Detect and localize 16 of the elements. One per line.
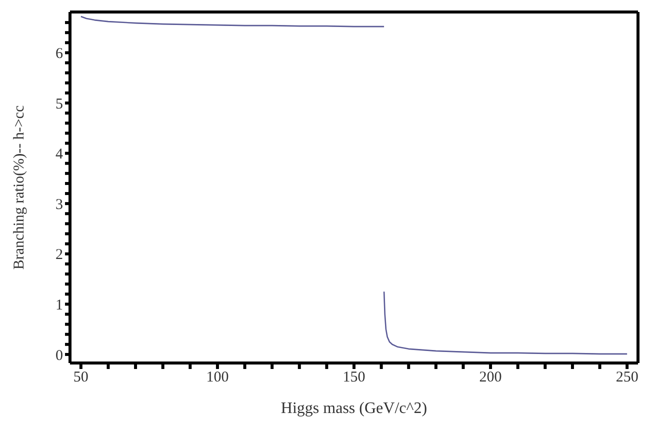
y-tick-label: 6 [56, 46, 64, 62]
x-tick-label: 100 [206, 370, 229, 386]
x-tick-label: 150 [342, 370, 366, 386]
y-tick-label: 4 [56, 146, 64, 163]
y-tick-label: 2 [56, 247, 63, 264]
y-tick-label: 0 [56, 348, 63, 364]
x-tick-label: 250 [616, 370, 638, 386]
x-tick-label: 200 [479, 370, 502, 386]
x-axis-title: Higgs mass (GeV/c^2) [280, 400, 428, 417]
x-tick-label: 50 [73, 370, 88, 386]
y-tick-label: 3 [56, 196, 63, 213]
y-tick-label: 5 [56, 96, 63, 112]
line-series [383, 290, 628, 355]
y-tick-label: 1 [56, 297, 63, 314]
y-axis-title: Branching ratio(%)-- h->cc [11, 105, 28, 270]
line-series [80, 16, 385, 28]
